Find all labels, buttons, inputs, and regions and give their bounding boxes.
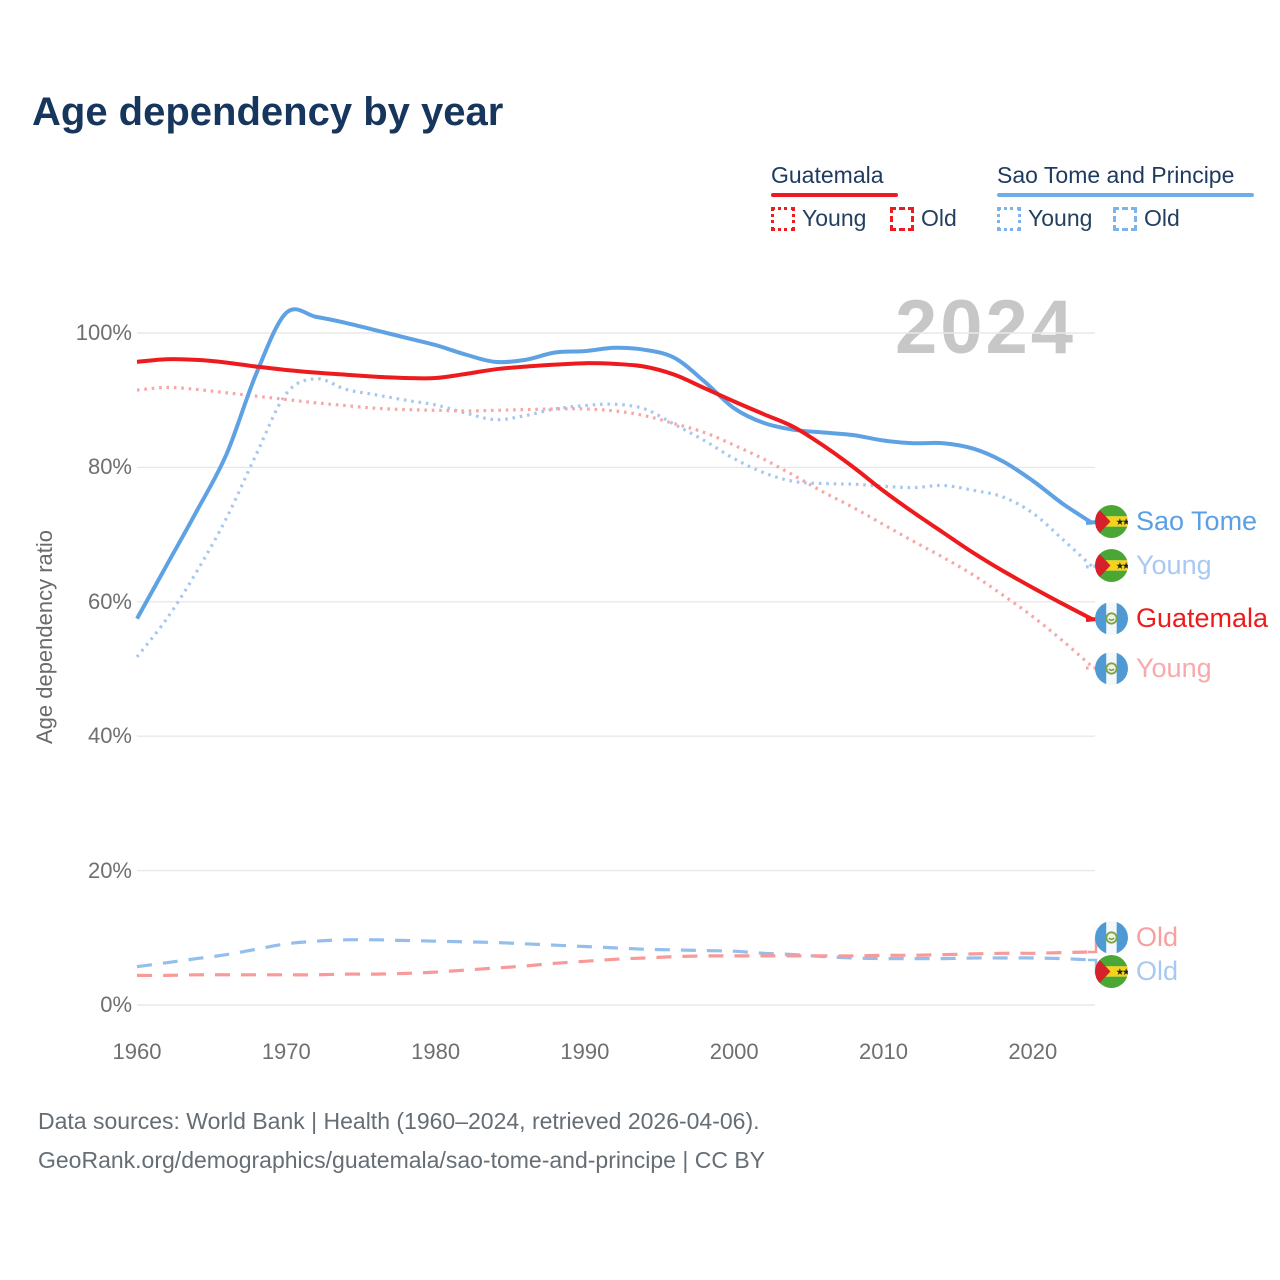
guatemala-old-dashed-swatch-icon — [890, 206, 914, 231]
svg-text:★: ★ — [1116, 967, 1124, 977]
footer-data-sources: Data sources: World Bank | Health (1960–… — [38, 1108, 760, 1134]
flag-sao-tome-icon: ★★ — [1095, 505, 1128, 538]
end-label-text: Old — [1136, 956, 1179, 986]
series-sao-tome-young-line — [135, 377, 1094, 658]
sao-tome-young-dotted-swatch-icon — [997, 206, 1021, 231]
end-label-text: Guatemala — [1136, 603, 1269, 633]
x-tick-1990: 1990 — [560, 1039, 610, 1064]
series-guatemala-young-line — [136, 385, 1094, 669]
end-label-young-1: ★★ Young — [1095, 549, 1212, 582]
guatemala-young-dotted-swatch-icon — [771, 206, 795, 231]
legend-sao-tome-young: Young — [997, 205, 1092, 232]
x-tick-2000: 2000 — [709, 1039, 759, 1064]
flag-sao-tome-icon: ★★ — [1095, 549, 1128, 582]
x-tick-2020: 2020 — [1008, 1039, 1058, 1064]
y-tick-60: 60% — [87, 588, 132, 614]
flag-sao-tome-icon: ★★ — [1095, 955, 1128, 988]
watermark-year: 2024 — [895, 285, 1077, 370]
svg-text:★: ★ — [1116, 561, 1124, 571]
x-tick-2010: 2010 — [859, 1039, 908, 1064]
legend-guatemala-old-label: Old — [921, 205, 957, 231]
legend-sao-tome-young-label: Young — [1028, 205, 1093, 231]
svg-text:★: ★ — [1116, 517, 1124, 527]
sao-tome-old-dashed-swatch-icon — [1113, 206, 1137, 231]
end-label-text: Young — [1136, 653, 1212, 683]
series-guatemala-total-line — [136, 357, 1094, 622]
end-label-old-5: ★★ Old — [1095, 955, 1178, 988]
end-label-text: Young — [1136, 550, 1212, 580]
svg-text:★: ★ — [1122, 561, 1128, 571]
end-label-text: Old — [1136, 922, 1179, 952]
end-label-guatemala-2: Guatemala — [1095, 602, 1268, 635]
legend-guatemala-underline — [771, 193, 898, 197]
x-tick-1980: 1980 — [411, 1039, 461, 1064]
flag-guatemala-icon — [1095, 921, 1128, 954]
legend-guatemala-old: Old — [890, 205, 957, 232]
x-tick-1960: 1960 — [112, 1039, 162, 1064]
footer: Data sources: World Bank | Health (1960–… — [38, 1102, 765, 1180]
legend-sao-tome-underline — [997, 193, 1254, 197]
legend-sao-tome-title: Sao Tome and Principe — [997, 162, 1235, 188]
legend-guatemala-young: Young — [771, 205, 866, 232]
y-tick-80: 80% — [87, 454, 132, 480]
legend-guatemala-young-label: Young — [802, 205, 867, 231]
flag-guatemala-icon — [1095, 602, 1128, 635]
series-sao-tome-old-line — [136, 938, 1093, 969]
end-label-old-4: Old — [1095, 921, 1178, 954]
svg-text:★: ★ — [1122, 517, 1128, 527]
page-title: Age dependency by year — [32, 90, 504, 134]
legend-guatemala-group: Guatemala — [771, 162, 898, 197]
end-label-young-3: Young — [1095, 652, 1212, 685]
legend-sao-tome-group: Sao Tome and Principe — [997, 162, 1254, 197]
end-label-sao-tome-0: ★★ Sao Tome — [1095, 505, 1257, 538]
legend-sao-tome-old-label: Old — [1144, 205, 1180, 231]
legend-sao-tome-old: Old — [1113, 205, 1180, 232]
legend-guatemala-title: Guatemala — [771, 162, 884, 188]
y-tick-20: 20% — [87, 857, 132, 883]
series-sao-tome-total-line — [135, 307, 1094, 620]
x-tick-1970: 1970 — [261, 1039, 311, 1064]
y-tick-100: 100% — [75, 320, 132, 345]
y-tick-40: 40% — [87, 723, 132, 749]
series-guatemala-old-line — [136, 950, 1093, 978]
svg-text:★: ★ — [1122, 967, 1128, 977]
y-tick-0: 0% — [100, 992, 132, 1017]
flag-guatemala-icon — [1095, 652, 1128, 685]
end-label-text: Sao Tome — [1136, 506, 1258, 536]
footer-attribution-url: GeoRank.org/demographics/guatemala/sao-t… — [38, 1147, 766, 1173]
